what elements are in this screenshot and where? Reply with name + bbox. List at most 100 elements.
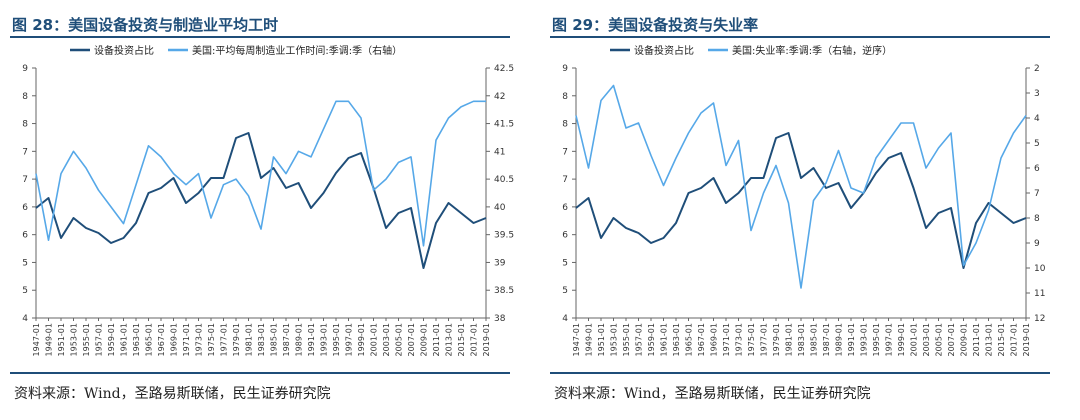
x-tick-label: 1985-01 [270, 323, 279, 356]
legend-label: 设备投资占比 [634, 44, 694, 57]
left-tick-label: 6 [562, 203, 568, 213]
x-tick-label: 1995-01 [872, 323, 881, 356]
chart-svg: 9 8 8 7 7 6 6 5 5 4 42.5 42 41.5 41 40.5 40 39.5 39 38.5 38… [22, 44, 514, 356]
legend-label: 设备投资占比 [94, 44, 154, 57]
x-tick-label: 1997-01 [345, 323, 354, 356]
x-tick-label: 1971-01 [722, 323, 731, 356]
x-tick-label: 2013-01 [985, 323, 994, 356]
right-tick-label: 38.5 [494, 286, 514, 296]
left-tick-label: 4 [22, 314, 28, 324]
x-tick-label: 1967-01 [157, 323, 166, 356]
x-tick-label: 1969-01 [170, 323, 179, 356]
x-tick-label: 1965-01 [145, 323, 154, 356]
x-tick-label: 1991-01 [307, 323, 316, 356]
x-tick-label: 1999-01 [357, 323, 366, 356]
x-tick-label: 1961-01 [660, 323, 669, 356]
right-tick-label: 42.5 [494, 64, 514, 74]
x-tick-label: 2015-01 [997, 323, 1006, 356]
source-divider [10, 372, 510, 374]
chart-panel-29: 图 29：美国设备投资与失业率 9 8 8 7 7 6 6 5 5 4 2 3 4 5 6 7 8 9 10 11 12… [540, 0, 1060, 420]
x-tick-label: 1959-01 [107, 323, 116, 356]
x-tick-label: 1953-01 [70, 323, 79, 356]
x-tick-label: 1949-01 [585, 323, 594, 356]
x-tick-label: 1969-01 [710, 323, 719, 356]
x-tick-label: 2003-01 [382, 323, 391, 356]
x-tick-label: 2015-01 [457, 323, 466, 356]
left-tick-label: 7 [562, 175, 568, 185]
series-line-light [575, 84, 1027, 289]
right-tick-label: 9 [1034, 239, 1040, 249]
x-tick-label: 1955-01 [82, 323, 91, 356]
x-tick-label: 1959-01 [647, 323, 656, 356]
left-tick-label: 8 [562, 92, 568, 102]
legend-label: 美国:平均每周制造业工作时间:季调:季（右轴） [192, 44, 402, 57]
left-tick-label: 8 [22, 120, 28, 130]
x-tick-label: 1989-01 [835, 323, 844, 356]
left-tick-label: 5 [22, 286, 28, 296]
x-tick-label: 1981-01 [785, 323, 794, 356]
left-tick-label: 4 [562, 314, 568, 324]
series-line-dark [35, 132, 487, 269]
x-tick-label: 1963-01 [132, 323, 141, 356]
x-tick-label: 2003-01 [922, 323, 931, 356]
figure-title: 图 29：美国设备投资与失业率 [552, 16, 759, 34]
right-tick-label: 11 [1034, 289, 1045, 299]
x-tick-label: 1971-01 [182, 323, 191, 356]
left-tick-label: 8 [22, 92, 28, 102]
left-tick-label: 7 [22, 175, 28, 185]
right-tick-label: 10 [1034, 264, 1046, 274]
x-tick-label: 1951-01 [57, 323, 66, 356]
right-tick-label: 40 [494, 203, 506, 213]
x-tick-label: 1953-01 [610, 323, 619, 356]
left-tick-label: 7 [22, 147, 28, 157]
source-divider [550, 372, 1050, 374]
right-tick-label: 38 [494, 314, 506, 324]
x-tick-label: 1997-01 [885, 323, 894, 356]
x-tick-label: 1949-01 [45, 323, 54, 356]
x-tick-label: 1979-01 [772, 323, 781, 356]
x-tick-label: 1957-01 [95, 323, 104, 356]
x-tick-label: 2005-01 [935, 323, 944, 356]
source-note: 资料来源：Wind，圣路易斯联储，民生证券研究院 [14, 386, 331, 402]
right-tick-label: 6 [1034, 164, 1040, 174]
x-tick-label: 1979-01 [232, 323, 241, 356]
x-tick-label: 1977-01 [220, 323, 229, 356]
right-tick-label: 7 [1034, 189, 1040, 199]
x-tick-label: 1973-01 [195, 323, 204, 356]
x-tick-label: 1983-01 [797, 323, 806, 356]
left-tick-label: 8 [562, 120, 568, 130]
title-divider [10, 36, 510, 38]
x-tick-label: 2013-01 [445, 323, 454, 356]
series-line-dark [575, 132, 1027, 269]
x-tick-label: 2009-01 [960, 323, 969, 356]
title-divider [550, 36, 1050, 38]
left-tick-label: 6 [22, 231, 28, 241]
x-tick-label: 1993-01 [860, 323, 869, 356]
right-tick-label: 2 [1034, 64, 1040, 74]
x-tick-label: 1983-01 [257, 323, 266, 356]
right-tick-label: 42 [494, 92, 505, 102]
right-tick-label: 12 [1034, 314, 1045, 324]
x-tick-label: 2017-01 [1010, 323, 1019, 356]
left-tick-label: 7 [562, 147, 568, 157]
x-tick-label: 1947-01 [572, 323, 581, 356]
x-tick-label: 2011-01 [972, 323, 981, 356]
x-tick-label: 1977-01 [760, 323, 769, 356]
x-tick-label: 1995-01 [332, 323, 341, 356]
figure-title: 图 28：美国设备投资与制造业平均工时 [12, 16, 279, 34]
right-tick-label: 8 [1034, 214, 1040, 224]
right-tick-label: 40.5 [494, 175, 514, 185]
x-tick-label: 1957-01 [635, 323, 644, 356]
left-tick-label: 5 [562, 286, 568, 296]
x-tick-label: 1975-01 [747, 323, 756, 356]
x-tick-label: 2001-01 [910, 323, 919, 356]
x-tick-label: 1987-01 [282, 323, 291, 356]
left-tick-label: 9 [22, 64, 28, 74]
right-tick-label: 41 [494, 147, 505, 157]
x-tick-label: 2005-01 [395, 323, 404, 356]
x-tick-label: 2019-01 [1022, 323, 1031, 356]
left-tick-label: 5 [22, 258, 28, 268]
x-tick-label: 1963-01 [672, 323, 681, 356]
x-tick-label: 2017-01 [470, 323, 479, 356]
chart-panel-28: 图 28：美国设备投资与制造业平均工时 9 8 8 7 7 6 6 5 5 4 42.5 42 41.5… [0, 0, 520, 420]
